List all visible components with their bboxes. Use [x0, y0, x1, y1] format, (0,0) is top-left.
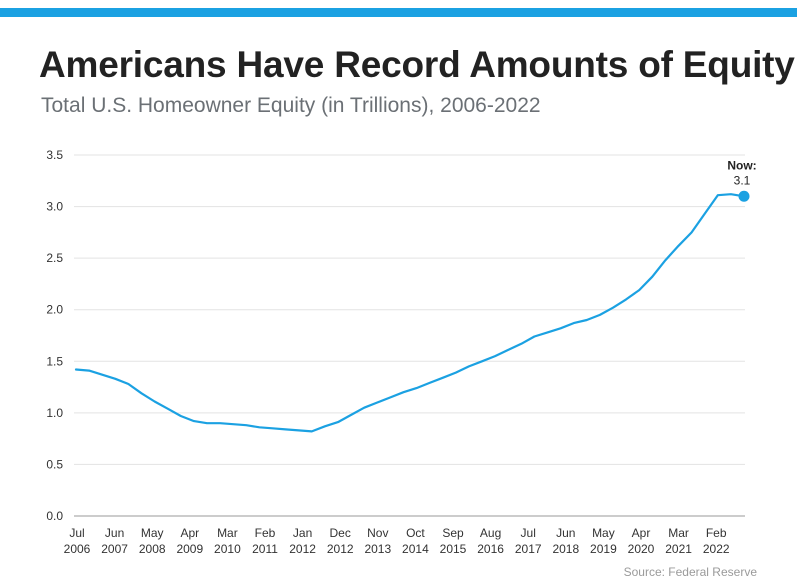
x-tick-month: Apr — [180, 526, 199, 540]
x-tick-month: Apr — [632, 526, 651, 540]
chart-subtitle: Total U.S. Homeowner Equity (in Trillion… — [41, 94, 541, 117]
x-tick-year: 2014 — [402, 542, 429, 556]
x-tick-year: 2012 — [327, 542, 354, 556]
y-tick-label: 0.5 — [46, 457, 63, 471]
x-tick-year: 2022 — [703, 542, 730, 556]
x-tick-year: 2006 — [64, 542, 91, 556]
x-tick-month: Jan — [293, 526, 312, 540]
x-tick-year: 2007 — [101, 542, 128, 556]
x-tick-year: 2012 — [289, 542, 316, 556]
now-annotation-label: Now: — [727, 158, 756, 172]
x-tick-year: 2008 — [139, 542, 166, 556]
top-accent-bar — [0, 8, 797, 17]
x-tick-month: May — [141, 526, 164, 540]
source-note: Source: Federal Reserve — [623, 565, 757, 579]
y-tick-label: 2.0 — [46, 303, 63, 317]
x-tick-year: 2018 — [552, 542, 579, 556]
x-tick-year: 2009 — [176, 542, 203, 556]
y-tick-label: 2.5 — [46, 251, 63, 265]
x-tick-month: Mar — [668, 526, 689, 540]
x-tick-month: Oct — [406, 526, 425, 540]
x-tick-month: Jul — [69, 526, 84, 540]
latest-point-marker — [738, 190, 750, 202]
x-tick-month: Sep — [442, 526, 464, 540]
x-tick-year: 2021 — [665, 542, 692, 556]
x-tick-year: 2011 — [252, 542, 278, 556]
x-tick-month: Aug — [480, 526, 501, 540]
equity-series-line — [74, 193, 746, 433]
x-tick-month: Feb — [255, 526, 276, 540]
y-tick-label: 1.0 — [46, 406, 63, 420]
x-tick-month: Jun — [556, 526, 575, 540]
x-tick-month: Jun — [105, 526, 124, 540]
x-tick-month: Nov — [367, 526, 388, 540]
x-tick-month: May — [592, 526, 615, 540]
y-tick-label: 3.0 — [46, 200, 63, 214]
now-annotation-value: 3.1 — [734, 173, 751, 187]
x-tick-year: 2015 — [440, 542, 467, 556]
x-tick-year: 2017 — [515, 542, 542, 556]
y-tick-label: 1.5 — [46, 354, 63, 368]
x-tick-month: Mar — [217, 526, 238, 540]
y-tick-label: 3.5 — [46, 148, 63, 162]
x-tick-month: Feb — [706, 526, 727, 540]
chart-title: Americans Have Record Amounts of Equity — [39, 44, 795, 85]
x-tick-year: 2020 — [628, 542, 655, 556]
x-tick-month: Dec — [330, 526, 351, 540]
x-tick-year: 2013 — [364, 542, 391, 556]
y-tick-label: 0.0 — [46, 509, 63, 523]
x-tick-year: 2010 — [214, 542, 241, 556]
x-tick-year: 2016 — [477, 542, 504, 556]
x-tick-year: 2019 — [590, 542, 617, 556]
x-tick-month: Jul — [521, 526, 536, 540]
